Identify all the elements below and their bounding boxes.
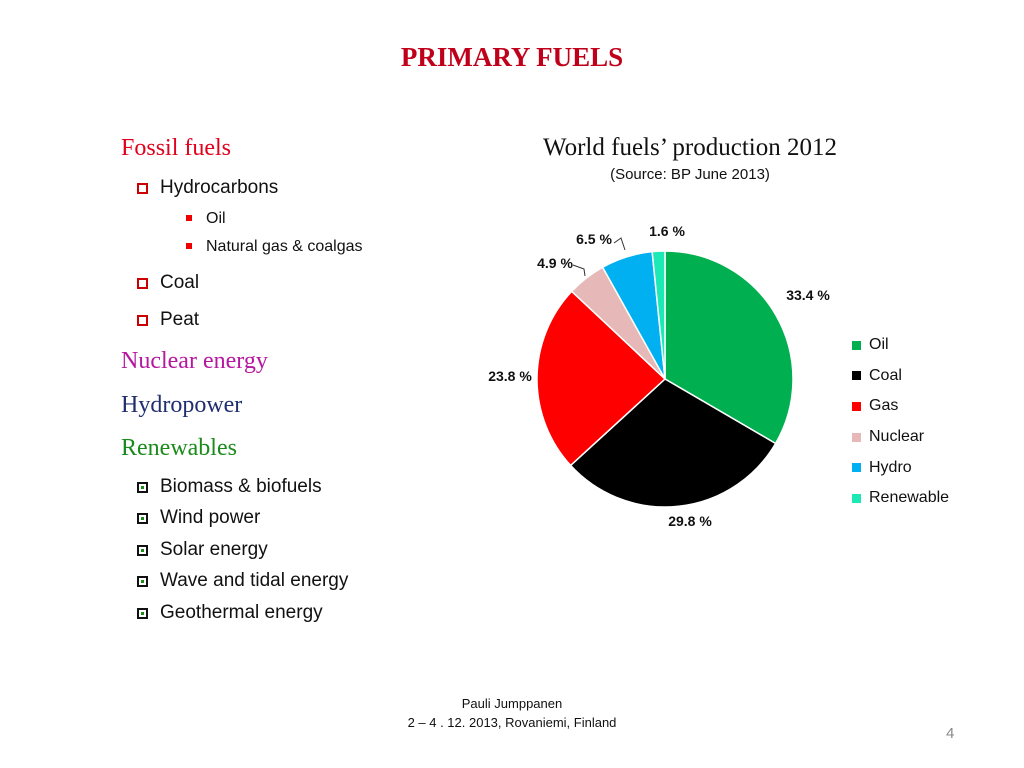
peat-label: Peat	[160, 309, 200, 330]
chart-legend: Oil Coal Gas Nuclear Hydro Renewable	[852, 330, 949, 514]
natural-gas-label: Natural gas & coalgas	[206, 238, 363, 255]
legend-swatch	[852, 432, 861, 442]
biomass-label: Biomass & biofuels	[160, 476, 322, 497]
list-item-geothermal: Geothermal energy	[137, 602, 323, 624]
checkbox-bullet-icon	[137, 183, 148, 194]
data-label-gas: 23.8 %	[488, 368, 532, 384]
page-number: 4	[946, 725, 955, 742]
legend-label: Gas	[869, 397, 899, 415]
data-label-nuclear: 4.9 %	[537, 255, 573, 271]
list-item-wave: Wave and tidal energy	[137, 570, 348, 592]
data-label-coal: 29.8 %	[668, 513, 712, 529]
legend-item-gas: Gas	[852, 391, 949, 422]
checkbox-bullet-icon	[137, 576, 148, 587]
nuclear-energy-heading: Nuclear energy	[121, 348, 268, 374]
slide-title: PRIMARY FUELS	[400, 42, 624, 72]
leader-line-nuclear	[572, 264, 586, 277]
square-bullet-icon	[186, 215, 192, 221]
checkbox-bullet-icon	[137, 315, 148, 326]
checkbox-bullet-icon	[137, 278, 148, 289]
hydrocarbons-label: Hydrocarbons	[160, 177, 279, 198]
list-item-hydrocarbons: Hydrocarbons	[137, 177, 278, 199]
coal-label: Coal	[160, 272, 200, 293]
footer-author: Pauli Jumppanen	[461, 696, 563, 711]
chart-subtitle: (Source: BP June 2013)	[610, 166, 770, 183]
renewables-heading: Renewables	[121, 435, 237, 461]
legend-item-oil: Oil	[852, 330, 949, 361]
footer-event: 2 – 4 . 12. 2013, Rovaniemi, Finland	[407, 715, 617, 730]
list-item-natural-gas: Natural gas & coalgas	[186, 238, 363, 256]
checkbox-bullet-icon	[137, 513, 148, 524]
data-label-renewable: 1.6 %	[649, 223, 685, 239]
chart-title: World fuels’ production 2012	[543, 134, 837, 161]
geothermal-label: Geothermal energy	[160, 602, 323, 623]
legend-label: Nuclear	[869, 428, 925, 446]
oil-label: Oil	[206, 210, 226, 227]
legend-swatch	[852, 463, 861, 473]
legend-label: Oil	[869, 336, 889, 354]
list-item-solar: Solar energy	[137, 539, 268, 561]
legend-swatch	[852, 371, 861, 381]
legend-swatch	[852, 493, 861, 503]
legend-label: Coal	[869, 366, 902, 384]
legend-item-nuclear: Nuclear	[852, 422, 949, 453]
leader-line-hydro	[613, 237, 626, 251]
square-bullet-icon	[186, 243, 192, 249]
legend-swatch	[852, 401, 861, 411]
solar-label: Solar energy	[160, 539, 268, 560]
wind-label: Wind power	[160, 507, 261, 528]
list-item-biomass: Biomass & biofuels	[137, 476, 322, 498]
hydropower-heading: Hydropower	[121, 392, 243, 418]
checkbox-bullet-icon	[137, 482, 148, 493]
legend-item-renewable: Renewable	[852, 483, 949, 514]
legend-item-hydro: Hydro	[852, 452, 949, 483]
legend-label: Hydro	[869, 458, 912, 476]
list-item-oil: Oil	[186, 210, 226, 228]
pie-slice-renewable	[651, 250, 666, 380]
checkbox-bullet-icon	[137, 545, 148, 556]
pie-slice-coal	[569, 378, 777, 508]
data-label-hydro: 6.5 %	[576, 231, 612, 247]
data-label-oil: 33.4 %	[786, 287, 830, 303]
footer: Pauli Jumppanen 2 – 4 . 12. 2013, Rovani…	[0, 694, 1024, 732]
wave-label: Wave and tidal energy	[160, 570, 349, 591]
legend-label: Renewable	[869, 489, 950, 507]
list-item-coal: Coal	[137, 272, 199, 294]
checkbox-bullet-icon	[137, 608, 148, 619]
legend-item-coal: Coal	[852, 361, 949, 392]
list-item-wind: Wind power	[137, 507, 260, 529]
left-bullet-list: Fossil fuels Hydrocarbons Oil Natural ga…	[0, 0, 480, 768]
list-item-peat: Peat	[137, 309, 199, 331]
fossil-fuels-heading: Fossil fuels	[121, 135, 232, 161]
pie-slice-gas	[536, 290, 667, 467]
legend-swatch	[852, 340, 861, 350]
pie-slice-oil	[664, 250, 794, 445]
